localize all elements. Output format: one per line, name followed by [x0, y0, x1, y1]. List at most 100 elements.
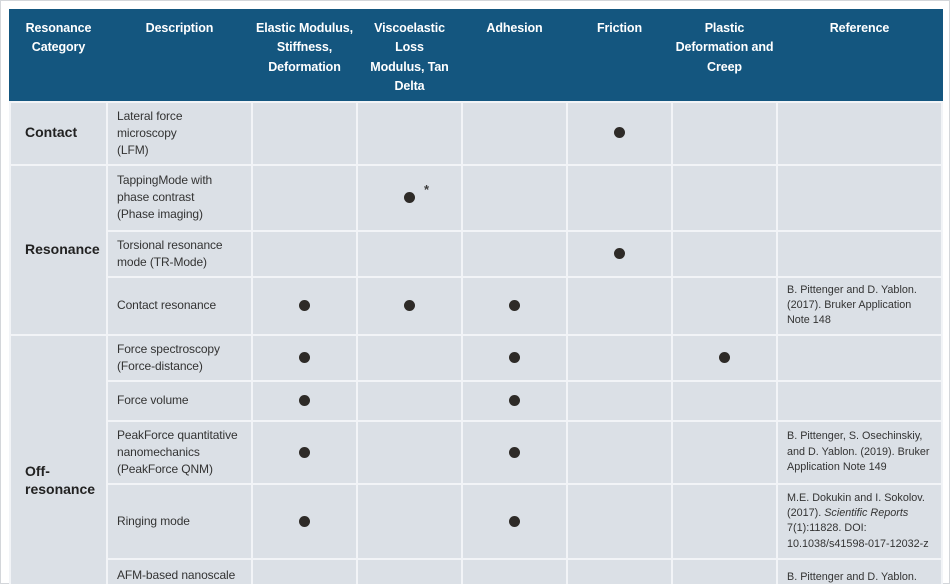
category-cell-resonance: Resonance — [9, 163, 108, 336]
reference-cell: B. Pittenger and D. Yablon. (2017). Bruk… — [776, 557, 943, 584]
column-header-plastic: Plastic Deformation and Creep — [671, 9, 778, 103]
capability-cell-plastic — [671, 333, 778, 382]
capability-cell-friction — [566, 333, 673, 382]
dot-icon — [404, 191, 415, 203]
capability-dot-marker — [509, 394, 520, 406]
mode-description-cell: PeakForce quantitative nanomechanics (Pe… — [106, 419, 253, 485]
capability-cell-viscoelastic — [356, 100, 463, 166]
capability-cell-friction — [566, 229, 673, 278]
mode-description-cell: Force spectroscopy (Force-distance) — [106, 333, 253, 382]
reference-text: B. Pittenger and D. Yablon. (2017). Bruk… — [787, 283, 917, 327]
mode-description-cell: Lateral force microscopy (LFM) — [106, 100, 253, 166]
capability-cell-friction — [566, 419, 673, 485]
capability-dot-marker — [719, 351, 730, 363]
capability-cell-friction — [566, 100, 673, 166]
table-row: Contact resonance B. Pittenger and D. Yab… — [10, 275, 943, 336]
column-header-friction: Friction — [566, 9, 673, 103]
capability-cell-viscoelastic — [356, 333, 463, 382]
table-row: Torsional resonance mode (TR-Mode) — [10, 229, 943, 278]
capability-cell-viscoelastic — [356, 557, 463, 584]
capability-cell-elastic — [251, 419, 358, 485]
column-header-description: Description — [106, 9, 253, 103]
capability-cell-friction — [566, 275, 673, 336]
capability-cell-viscoelastic — [356, 379, 463, 422]
capability-dot-marker — [509, 351, 520, 363]
reference-cell — [776, 229, 943, 278]
capability-cell-adhesion — [461, 557, 568, 584]
reference-text: B. Pittenger, S. Osechinskiy, and D. Yab… — [787, 430, 930, 473]
capability-dot-marker — [509, 446, 520, 458]
column-header-viscoelastic: Viscoelastic Loss Modulus, Tan Delta — [356, 9, 463, 103]
table-row: AFM-based nanoscale dynamic mechanical a… — [10, 557, 943, 584]
column-header-elastic: Elastic Modulus, Stiffness, Deformation — [251, 9, 358, 103]
reference-cell: B. Pittenger and D. Yablon. (2017). Bruk… — [776, 275, 943, 336]
capability-cell-elastic — [251, 229, 358, 278]
capability-cell-adhesion — [461, 275, 568, 336]
reference-cell: B. Pittenger, S. Osechinskiy, and D. Yab… — [776, 419, 943, 485]
mode-description-cell: AFM-based nanoscale dynamic mechanical a… — [106, 557, 253, 584]
reference-text: 7(1):11828. DOI: 10.1038/s41598-017-1203… — [787, 522, 929, 550]
capability-cell-adhesion — [461, 100, 568, 166]
table-header: Resonance Category Description Elastic Mod… — [9, 9, 943, 103]
capability-cell-viscoelastic — [356, 419, 463, 485]
reference-text: B. Pittenger and D. Yablon. (2017). Bruk… — [787, 570, 917, 583]
capability-cell-friction — [566, 557, 673, 584]
table-row: Off-resonance Force spectroscopy (Force-d… — [9, 333, 943, 584]
table-row: PeakForce quantitative nanomechanics (Pe… — [10, 419, 943, 485]
table-row: Resonance TappingMode with phase contrast… — [9, 163, 943, 336]
dot-icon — [614, 247, 625, 259]
dot-icon — [509, 351, 520, 363]
dot-icon — [299, 394, 310, 406]
dot-icon — [719, 351, 730, 363]
dot-icon — [614, 127, 625, 139]
capability-cell-adhesion — [461, 379, 568, 422]
capability-dot-marker: * — [404, 183, 429, 203]
capability-cell-plastic — [671, 482, 778, 560]
capability-cell-viscoelastic — [356, 229, 463, 278]
category-cell-off-resonance: Off-resonance — [9, 333, 108, 584]
capability-cell-adhesion — [461, 482, 568, 560]
capability-dot-marker — [299, 515, 310, 527]
reference-cell — [776, 379, 943, 422]
footnote-asterisk: * — [423, 181, 429, 197]
capability-cell-adhesion — [461, 163, 568, 232]
column-header-adhesion: Adhesion — [461, 9, 568, 103]
dot-icon — [299, 299, 310, 311]
reference-text: M.E. Dokukin and I. Sokolov. (2017). — [787, 491, 925, 519]
afm-modes-table: Resonance Category Description Elastic Mod… — [9, 9, 943, 584]
capability-cell-plastic — [671, 379, 778, 422]
capability-cell-elastic — [251, 333, 358, 382]
capability-cell-friction — [566, 379, 673, 422]
capability-cell-elastic — [251, 163, 358, 232]
capability-cell-plastic — [671, 275, 778, 336]
capability-cell-plastic — [671, 163, 778, 232]
dot-icon — [299, 351, 310, 363]
capability-cell-adhesion — [461, 333, 568, 382]
table-row: Force volume — [10, 379, 943, 422]
category-cell-contact: Contact — [9, 100, 108, 166]
capability-cell-elastic — [251, 482, 358, 560]
mode-description-cell: Torsional resonance mode (TR-Mode) — [106, 229, 253, 278]
dot-icon — [404, 299, 415, 311]
reference-cell — [776, 100, 943, 166]
mode-description-cell: Contact resonance — [106, 275, 253, 336]
capability-cell-viscoelastic: * — [356, 163, 463, 232]
capability-cell-plastic — [671, 419, 778, 485]
dot-icon — [509, 446, 520, 458]
dot-icon — [509, 299, 520, 311]
capability-cell-elastic — [251, 100, 358, 166]
capability-dot-marker — [509, 515, 520, 527]
capability-cell-elastic — [251, 275, 358, 336]
capability-dot-marker — [614, 247, 625, 259]
capability-dot-marker — [299, 394, 310, 406]
capability-dot-marker — [299, 446, 310, 458]
table-row: Contact Lateral force microscopy (LFM) — [9, 100, 943, 166]
capability-cell-friction — [566, 163, 673, 232]
capability-dot-marker — [614, 127, 625, 139]
dot-icon — [299, 515, 310, 527]
dot-icon — [509, 394, 520, 406]
reference-cell: M.E. Dokukin and I. Sokolov. (2017). Sci… — [776, 482, 943, 560]
capability-cell-viscoelastic — [356, 482, 463, 560]
capability-cell-plastic — [671, 100, 778, 166]
